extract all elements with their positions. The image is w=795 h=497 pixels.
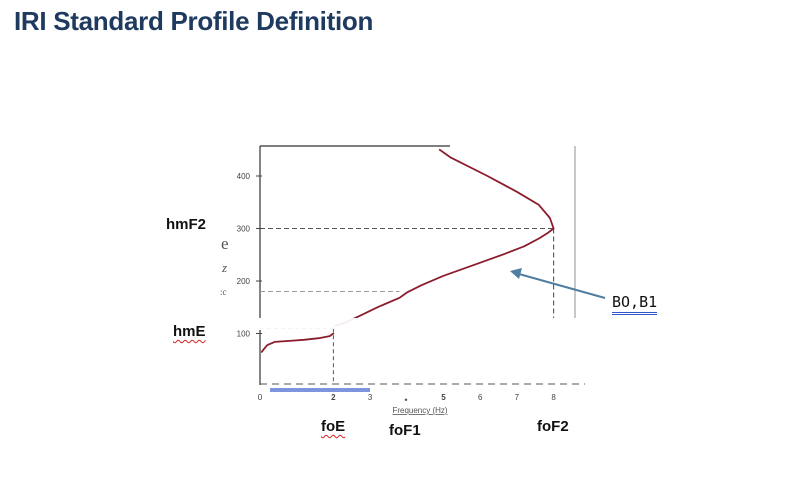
fof1-label: foF1: [389, 422, 421, 439]
bo-b1-text: BO,B1: [612, 293, 658, 315]
hmf2-label: hmF2: [166, 216, 207, 233]
y-label-fragment-c: :c: [220, 287, 227, 297]
x-tick-label-6: 6: [478, 393, 483, 402]
page-title: IRI Standard Profile Definition: [14, 6, 374, 36]
hme-label: hmE: [173, 323, 206, 340]
y-tick-label-400: 400: [237, 172, 251, 181]
bo-b1-arrow: [518, 273, 606, 299]
y-tick-label-200: 200: [237, 277, 251, 286]
y-label-fragment-z: z: [221, 260, 227, 275]
x-tick-label-8: 8: [551, 393, 556, 402]
x-tick-label-5: 5: [441, 393, 446, 402]
x-tick-label-2: 2: [331, 393, 336, 402]
y-tick-label-100: 100: [237, 330, 251, 339]
profile-curve-layer: [255, 148, 595, 353]
x-axis-label: Frequency (Hz): [392, 406, 447, 415]
x-tick-label-0: 0: [258, 393, 263, 402]
bo-b1-label: BO,B1: [612, 293, 658, 315]
axis-ticks-layer: 100 200 300 400 0 2 3 5 6 7 8: [237, 172, 557, 402]
x-tick-label-7: 7: [515, 393, 520, 402]
profile-curve-segment-2: [334, 148, 555, 327]
x-tick-label-3: 3: [368, 393, 373, 402]
y-label-fragment-e: e: [221, 234, 229, 253]
profile-curve-segment-1: [260, 332, 335, 353]
curve-scan-gap: [255, 318, 595, 329]
foe-label: foE: [321, 418, 346, 435]
x-axis-dot: •: [404, 395, 407, 405]
fof2-label: foF2: [537, 418, 569, 435]
y-tick-label-300: 300: [237, 225, 251, 234]
bo-b1-arrow-head: [510, 268, 522, 279]
